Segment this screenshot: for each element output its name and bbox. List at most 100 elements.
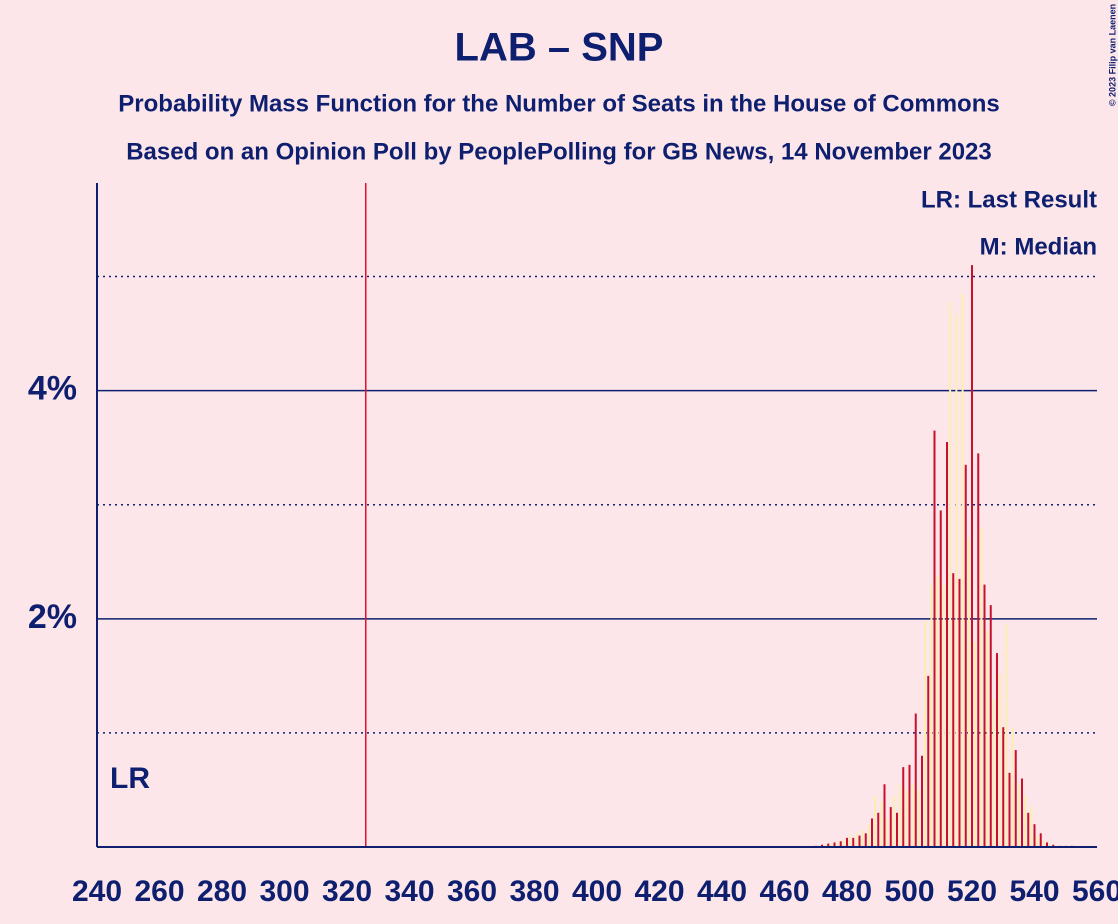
bar <box>871 818 873 847</box>
last-result-label: LR <box>110 762 150 795</box>
chart-title: LAB – SNP <box>455 26 664 70</box>
bar <box>924 621 927 847</box>
x-tick-label: 360 <box>447 875 497 908</box>
bar <box>1042 840 1045 847</box>
bar <box>1033 824 1036 847</box>
bar <box>889 807 892 847</box>
bar <box>849 835 852 847</box>
x-tick-label: 240 <box>72 875 122 908</box>
bar <box>977 453 980 847</box>
bar <box>839 841 842 847</box>
bar <box>999 673 1002 847</box>
x-tick-label: 500 <box>884 875 934 908</box>
x-tick-label: 340 <box>384 875 434 908</box>
bar <box>992 698 995 847</box>
bar <box>914 713 917 847</box>
subtitle: Based on an Opinion Poll by PeoplePollin… <box>126 138 992 165</box>
bar <box>877 812 880 847</box>
y-tick-label: 2% <box>28 598 77 636</box>
bar <box>983 584 986 847</box>
bar <box>1039 833 1042 847</box>
bar <box>1027 812 1030 847</box>
x-tick-label: 520 <box>947 875 997 908</box>
bar <box>892 795 895 847</box>
bar <box>1036 835 1039 847</box>
bar <box>1005 624 1008 847</box>
legend-entry: M: Median <box>980 233 1097 260</box>
bar <box>964 464 967 847</box>
bar <box>1008 772 1011 847</box>
bar <box>852 837 855 847</box>
legend-entry: LR: Last Result <box>921 186 1097 213</box>
bar <box>930 584 933 847</box>
bar <box>921 755 923 847</box>
bar <box>955 313 958 847</box>
x-tick-label: 280 <box>197 875 247 908</box>
bar <box>864 833 867 847</box>
bar <box>942 584 945 847</box>
bar <box>824 844 827 847</box>
bar <box>899 784 902 847</box>
bar <box>836 841 839 847</box>
bar <box>1014 750 1017 847</box>
bar <box>967 538 970 847</box>
subtitle: Probability Mass Function for the Number… <box>118 90 999 117</box>
bar <box>1052 844 1055 847</box>
bar <box>989 605 992 847</box>
bar <box>874 795 877 847</box>
bar <box>1021 778 1023 847</box>
bar <box>861 829 864 847</box>
bar <box>958 578 961 847</box>
bar <box>846 837 848 847</box>
bar <box>821 844 823 847</box>
bar <box>902 767 905 847</box>
x-tick-label: 260 <box>134 875 184 908</box>
bar <box>1030 807 1033 847</box>
bar <box>908 764 911 847</box>
bar <box>939 510 942 847</box>
bar <box>974 641 977 847</box>
bar <box>917 789 920 847</box>
bar <box>905 789 908 847</box>
x-tick-label: 440 <box>697 875 747 908</box>
bar <box>883 784 886 847</box>
bar <box>971 265 973 848</box>
bar <box>858 835 861 847</box>
x-tick-label: 320 <box>322 875 372 908</box>
bar <box>946 441 948 847</box>
bar <box>827 843 830 847</box>
bar <box>933 430 936 847</box>
x-tick-label: 480 <box>822 875 872 908</box>
bar <box>886 818 889 847</box>
bar <box>961 293 964 848</box>
bar <box>936 575 939 847</box>
bar <box>927 675 930 847</box>
bar <box>949 301 952 847</box>
x-tick-label: 540 <box>1009 875 1059 908</box>
y-tick-label: 4% <box>28 370 77 408</box>
x-tick-label: 560 <box>1072 875 1118 908</box>
x-tick-label: 400 <box>572 875 622 908</box>
bar <box>842 840 845 847</box>
bar <box>830 843 833 847</box>
bar <box>1046 842 1048 847</box>
bar <box>855 833 858 847</box>
x-tick-label: 300 <box>259 875 309 908</box>
bar <box>986 630 989 847</box>
x-tick-label: 460 <box>759 875 809 908</box>
bar <box>1017 784 1020 847</box>
bar <box>880 801 883 847</box>
bar <box>996 653 998 847</box>
bar <box>896 812 898 847</box>
x-tick-label: 420 <box>634 875 684 908</box>
bar <box>911 784 914 847</box>
copyright: © 2023 Filip van Laenen <box>1107 4 1117 106</box>
bar <box>1024 795 1027 847</box>
bar <box>1011 727 1014 847</box>
bar <box>867 824 870 847</box>
bar <box>833 842 836 847</box>
bar <box>1002 727 1005 847</box>
bar <box>1049 843 1052 847</box>
bar <box>952 573 955 847</box>
